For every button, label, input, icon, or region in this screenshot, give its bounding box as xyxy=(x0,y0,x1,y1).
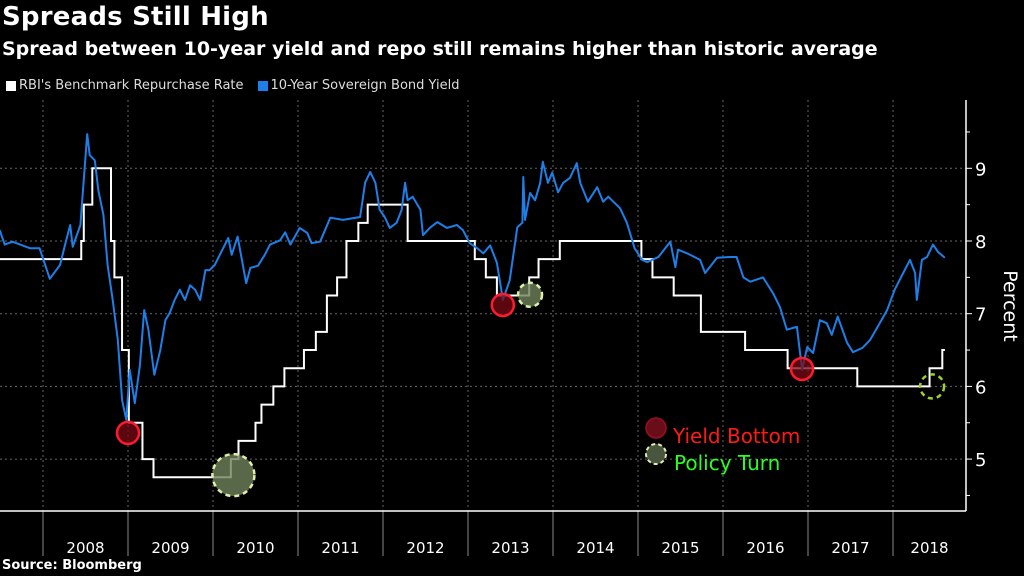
y-tick-label: 8 xyxy=(975,232,986,253)
legend-swatch-yield xyxy=(257,80,268,91)
legend: RBI's Benchmark Repurchase Rate 10-Year … xyxy=(6,78,460,93)
series-line-bond-yield xyxy=(0,133,946,421)
y-tick-label: 7 xyxy=(975,305,986,326)
yield-bottom-key-label: Yield Bottom xyxy=(672,424,800,448)
x-tick-label: 2015 xyxy=(661,539,699,557)
x-tick-label: 2010 xyxy=(236,539,274,557)
legend-label-yield: 10-Year Sovereign Bond Yield xyxy=(270,78,460,93)
y-tick-label: 5 xyxy=(975,450,986,471)
chart-title: Spreads Still High xyxy=(2,2,269,32)
policy-turn-marker xyxy=(211,452,256,498)
policy-turn-key-label: Policy Turn xyxy=(674,451,780,475)
x-tick-label: 2014 xyxy=(576,539,614,557)
x-tick-label: 2013 xyxy=(491,539,529,557)
y-tick-label: 9 xyxy=(975,159,986,180)
chart-subtitle: Spread between 10-year yield and repo st… xyxy=(2,38,878,60)
y-axis-label: Percent xyxy=(999,270,1021,342)
policy-turn-marker xyxy=(918,373,946,400)
legend-item-repo: RBI's Benchmark Repurchase Rate xyxy=(6,78,244,93)
source-note: Source: Bloomberg xyxy=(2,558,142,573)
x-tick-label: 2011 xyxy=(321,539,359,557)
yield-bottom-marker xyxy=(115,420,141,446)
x-tick-label: 2016 xyxy=(746,539,784,557)
x-tick-label: 2012 xyxy=(406,539,444,557)
x-tick-label: 2008 xyxy=(66,539,104,557)
policy-turn-marker xyxy=(516,281,544,309)
legend-swatch-repo xyxy=(6,80,16,91)
yield-bottom-key-icon xyxy=(645,417,667,439)
yield-bottom-marker xyxy=(490,292,516,318)
y-tick-label: 6 xyxy=(975,377,986,398)
policy-turn-key-icon xyxy=(645,443,667,465)
legend-item-yield: 10-Year Sovereign Bond Yield xyxy=(257,78,460,93)
series-line-repo-rate xyxy=(0,167,945,479)
x-tick-label: 2009 xyxy=(151,539,189,557)
legend-label-repo: RBI's Benchmark Repurchase Rate xyxy=(19,78,244,93)
yield-bottom-marker xyxy=(789,356,815,382)
x-tick-label: 2018 xyxy=(910,539,948,557)
x-tick-label: 2017 xyxy=(831,539,869,557)
